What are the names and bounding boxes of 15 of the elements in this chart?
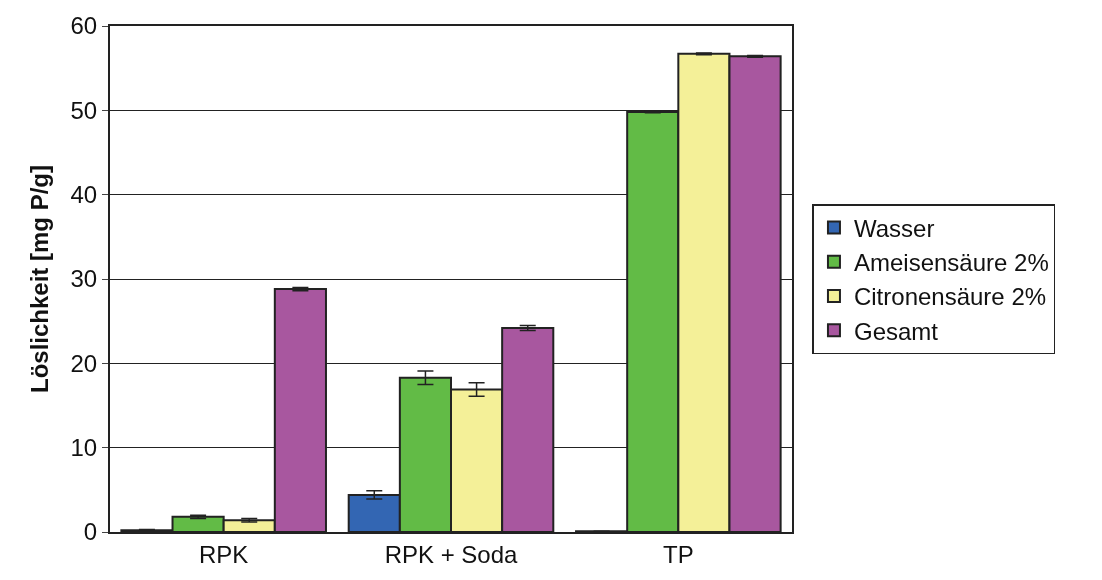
y-tick-label: 20 xyxy=(70,349,98,377)
y-tick-label: 0 xyxy=(83,518,98,546)
y-axis-title: Löslichkeit [mg P/g] xyxy=(26,164,54,394)
x-tick-label: RPK xyxy=(198,540,249,568)
y-tick-label: 60 xyxy=(70,12,98,40)
legend-label: Citronensäure 2% xyxy=(853,283,1047,311)
x-tick-label: TP xyxy=(662,540,694,568)
y-tick-label: 10 xyxy=(70,434,98,462)
legend-label: Gesamt xyxy=(853,317,939,345)
legend-label: Ameisensäure 2% xyxy=(853,249,1049,277)
legend-label: Wasser xyxy=(853,214,935,242)
x-tick-label: RPK + Soda xyxy=(384,540,519,568)
y-tick-label: 30 xyxy=(70,265,98,293)
y-tick-label: 40 xyxy=(70,181,98,209)
y-tick-label: 50 xyxy=(70,96,98,124)
